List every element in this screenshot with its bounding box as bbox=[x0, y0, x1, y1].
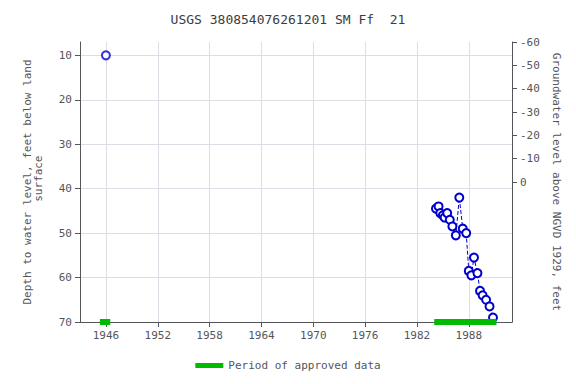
svg-text:-10: -10 bbox=[520, 152, 540, 165]
svg-text:-40: -40 bbox=[520, 82, 540, 95]
svg-text:40: 40 bbox=[59, 182, 72, 195]
svg-text:1982: 1982 bbox=[404, 329, 431, 342]
svg-text:USGS 380854076261201 SM Ff 21: USGS 380854076261201 SM Ff 21 bbox=[171, 12, 406, 27]
svg-text:1946: 1946 bbox=[93, 329, 120, 342]
svg-text:70: 70 bbox=[59, 316, 72, 329]
svg-text:-20: -20 bbox=[520, 129, 540, 142]
svg-text:1976: 1976 bbox=[352, 329, 379, 342]
svg-text:1958: 1958 bbox=[196, 329, 223, 342]
svg-text:20: 20 bbox=[59, 93, 72, 106]
svg-text:-30: -30 bbox=[520, 106, 540, 119]
svg-text:60: 60 bbox=[59, 271, 72, 284]
svg-text:1952: 1952 bbox=[145, 329, 172, 342]
svg-text:1970: 1970 bbox=[300, 329, 327, 342]
svg-text:Groundwater level above NGVD 1: Groundwater level above NGVD 1929, feet bbox=[550, 53, 563, 311]
svg-text:50: 50 bbox=[59, 227, 72, 240]
svg-text:0: 0 bbox=[520, 176, 527, 189]
svg-text:-60: -60 bbox=[520, 36, 540, 49]
svg-text:surface: surface bbox=[32, 156, 45, 209]
svg-text:1964: 1964 bbox=[248, 329, 275, 342]
svg-text:Period of approved data: Period of approved data bbox=[228, 359, 380, 372]
svg-text:30: 30 bbox=[59, 138, 72, 151]
svg-text:1988: 1988 bbox=[456, 329, 483, 342]
svg-text:Depth to water level, feet bel: Depth to water level, feet below land bbox=[21, 59, 34, 305]
svg-text:-50: -50 bbox=[520, 59, 540, 72]
svg-text:10: 10 bbox=[59, 49, 72, 62]
